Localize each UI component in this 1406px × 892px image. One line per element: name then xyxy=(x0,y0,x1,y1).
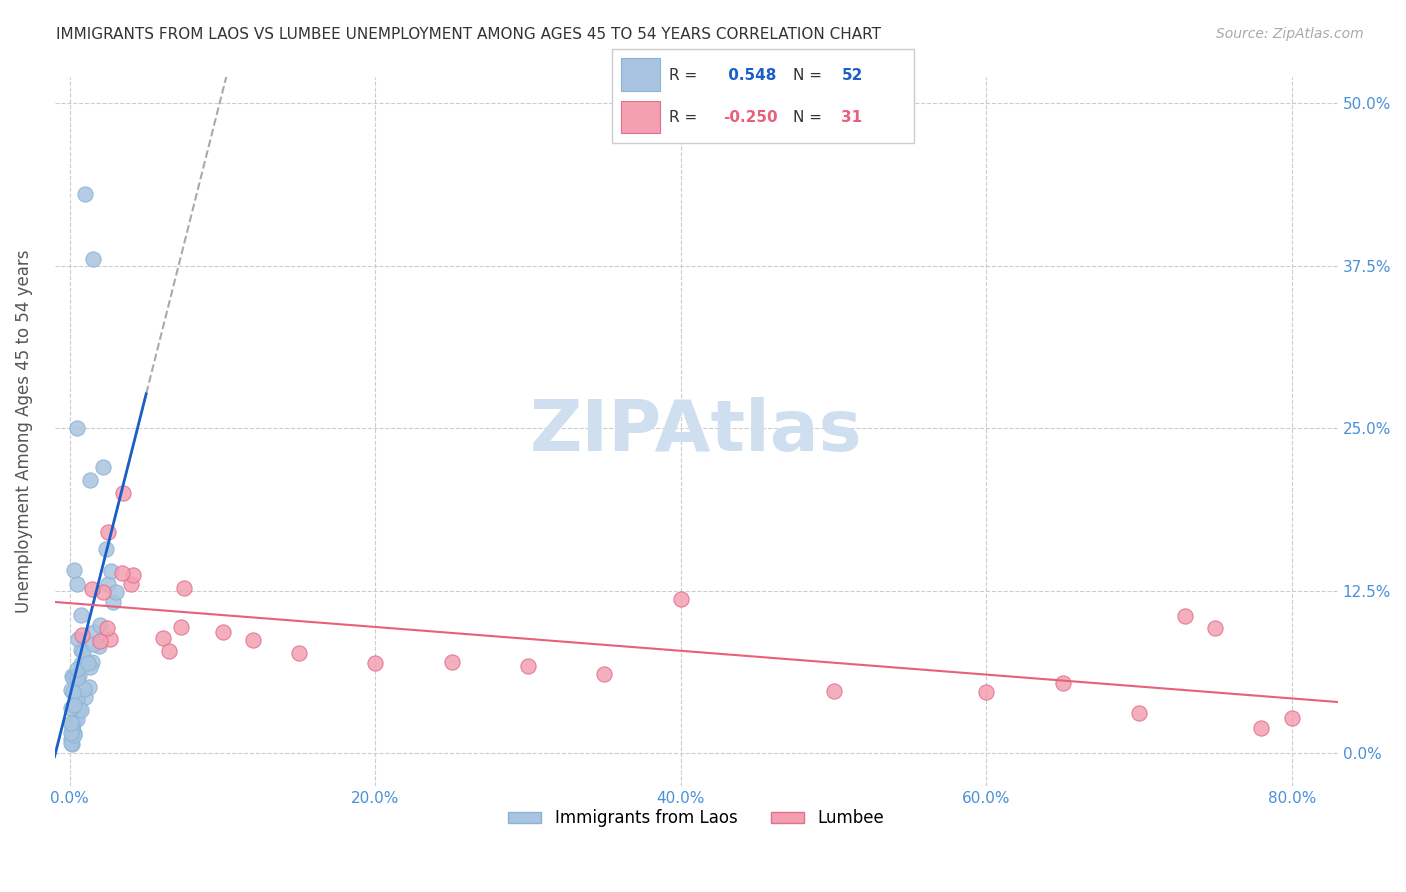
Point xyxy=(62,671,84,685)
Text: 31: 31 xyxy=(841,110,862,125)
Point xyxy=(60,736,83,750)
Point xyxy=(60,669,83,683)
Text: 0.548: 0.548 xyxy=(724,68,778,83)
Point xyxy=(72,644,94,658)
Point xyxy=(69,657,91,671)
Point xyxy=(91,585,114,599)
Text: IMMIGRANTS FROM LAOS VS LUMBEE UNEMPLOYMENT AMONG AGES 45 TO 54 YEARS CORRELATIO: IMMIGRANTS FROM LAOS VS LUMBEE UNEMPLOYM… xyxy=(56,27,882,42)
Point xyxy=(100,564,122,578)
Point xyxy=(60,701,83,715)
Point xyxy=(823,684,845,698)
Point xyxy=(62,717,84,731)
Point xyxy=(83,624,105,639)
Point xyxy=(112,486,135,500)
Point xyxy=(976,685,998,699)
Point xyxy=(170,619,193,633)
Point xyxy=(60,737,83,751)
FancyBboxPatch shape xyxy=(620,101,659,134)
Point xyxy=(63,728,86,742)
Point xyxy=(70,607,93,622)
Point xyxy=(79,660,101,674)
Point xyxy=(97,525,120,540)
Point xyxy=(517,659,540,673)
Point xyxy=(152,631,174,645)
Point xyxy=(60,721,83,735)
Point xyxy=(66,577,89,591)
Point xyxy=(63,562,86,576)
Point xyxy=(440,656,463,670)
Point xyxy=(75,187,97,202)
Point xyxy=(70,642,93,657)
Point xyxy=(63,725,86,739)
Point xyxy=(60,726,83,740)
Point xyxy=(94,541,117,556)
Point xyxy=(89,639,111,653)
Point xyxy=(120,577,142,591)
Text: Source: ZipAtlas.com: Source: ZipAtlas.com xyxy=(1216,27,1364,41)
Point xyxy=(157,643,180,657)
Point xyxy=(80,582,103,597)
Point xyxy=(111,566,134,581)
Point xyxy=(122,568,145,582)
Text: 52: 52 xyxy=(841,68,863,83)
Point xyxy=(67,667,90,681)
Point xyxy=(70,628,93,642)
Point xyxy=(97,577,120,591)
Point xyxy=(77,656,100,670)
Point xyxy=(242,632,264,647)
Point xyxy=(67,632,90,646)
Point xyxy=(669,591,692,606)
Point xyxy=(89,634,111,648)
Point xyxy=(89,617,111,632)
Point xyxy=(63,714,86,728)
Point xyxy=(173,581,195,595)
Point xyxy=(60,732,83,747)
Point xyxy=(79,474,101,488)
Point xyxy=(96,621,118,635)
Point xyxy=(66,671,89,685)
Text: R =: R = xyxy=(669,68,697,83)
Point xyxy=(66,662,89,676)
Point xyxy=(1250,722,1272,736)
Text: N =: N = xyxy=(793,110,823,125)
Point xyxy=(1128,706,1150,721)
Point xyxy=(73,681,96,696)
Point xyxy=(60,683,83,698)
Point xyxy=(1281,711,1303,725)
FancyBboxPatch shape xyxy=(612,49,914,143)
Point xyxy=(66,691,89,706)
Point xyxy=(93,460,115,475)
Point xyxy=(60,716,83,731)
FancyBboxPatch shape xyxy=(620,59,659,91)
Point xyxy=(82,637,104,651)
Text: N =: N = xyxy=(793,68,823,83)
Point xyxy=(98,632,121,647)
Point xyxy=(63,698,86,713)
Point xyxy=(364,656,387,670)
Point xyxy=(62,685,84,699)
Point xyxy=(593,666,616,681)
Y-axis label: Unemployment Among Ages 45 to 54 years: Unemployment Among Ages 45 to 54 years xyxy=(15,250,32,614)
Point xyxy=(82,252,104,267)
Point xyxy=(66,421,89,435)
Point xyxy=(80,655,103,669)
Text: -0.250: -0.250 xyxy=(724,110,778,125)
Point xyxy=(66,712,89,726)
Point xyxy=(67,701,90,715)
Point xyxy=(73,690,96,704)
Legend: Immigrants from Laos, Lumbee: Immigrants from Laos, Lumbee xyxy=(502,803,891,834)
Point xyxy=(1204,621,1226,635)
Point xyxy=(1174,608,1197,623)
Point xyxy=(211,624,233,639)
Point xyxy=(77,681,100,695)
Point xyxy=(65,669,87,683)
Text: R =: R = xyxy=(669,110,697,125)
Point xyxy=(104,585,127,599)
Point xyxy=(60,725,83,739)
Point xyxy=(101,595,124,609)
Point xyxy=(288,646,311,660)
Point xyxy=(1052,675,1074,690)
Text: ZIPAtlas: ZIPAtlas xyxy=(530,397,862,467)
Point xyxy=(70,703,93,717)
